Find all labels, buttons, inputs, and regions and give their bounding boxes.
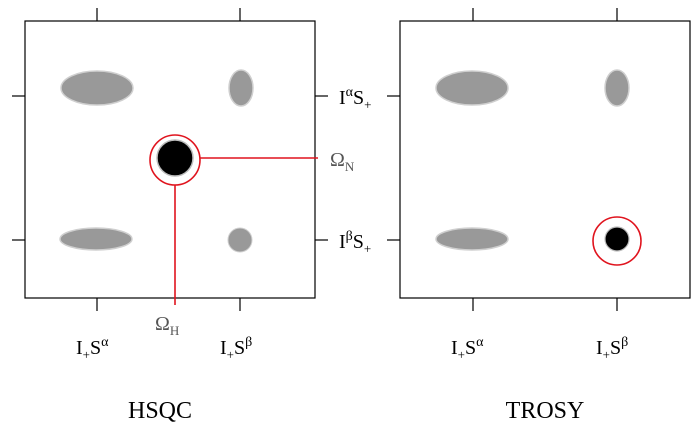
hsqc-peak-bottom-right: [227, 227, 253, 253]
hsqc-peak-top-left: [60, 70, 134, 106]
label-y-bottom: IβS+: [339, 229, 371, 256]
hsqc-title: HSQC: [128, 398, 192, 423]
hsqc-central-peak: [156, 139, 194, 177]
hsqc-label-x-left: I+Sα: [76, 335, 109, 362]
trosy-title: TROSY: [506, 398, 585, 423]
hsqc-peak-bottom-left: [59, 227, 133, 251]
hsqc-frame: [24, 20, 316, 299]
label-omega-n: ΩN: [330, 149, 355, 174]
label-y-top: IαS+: [339, 85, 371, 112]
trosy-label-x-left: I+Sα: [451, 335, 484, 362]
hsqc-label-x-right: I+Sβ: [220, 335, 252, 362]
trosy-panel: [387, 8, 691, 311]
trosy-peak-top-left: [435, 70, 509, 106]
trosy-peak-bottom-right: [604, 226, 630, 252]
trosy-peak-bottom-left: [435, 227, 509, 251]
trosy-highlight-circle: [592, 216, 642, 266]
label-omega-h: ΩH: [155, 313, 179, 338]
hsqc-peak-top-right: [228, 69, 254, 107]
trosy-frame: [399, 20, 691, 299]
trosy-label-x-right: I+Sβ: [596, 335, 628, 362]
trosy-peak-top-right: [604, 69, 630, 107]
hsqc-panel: [12, 8, 328, 311]
